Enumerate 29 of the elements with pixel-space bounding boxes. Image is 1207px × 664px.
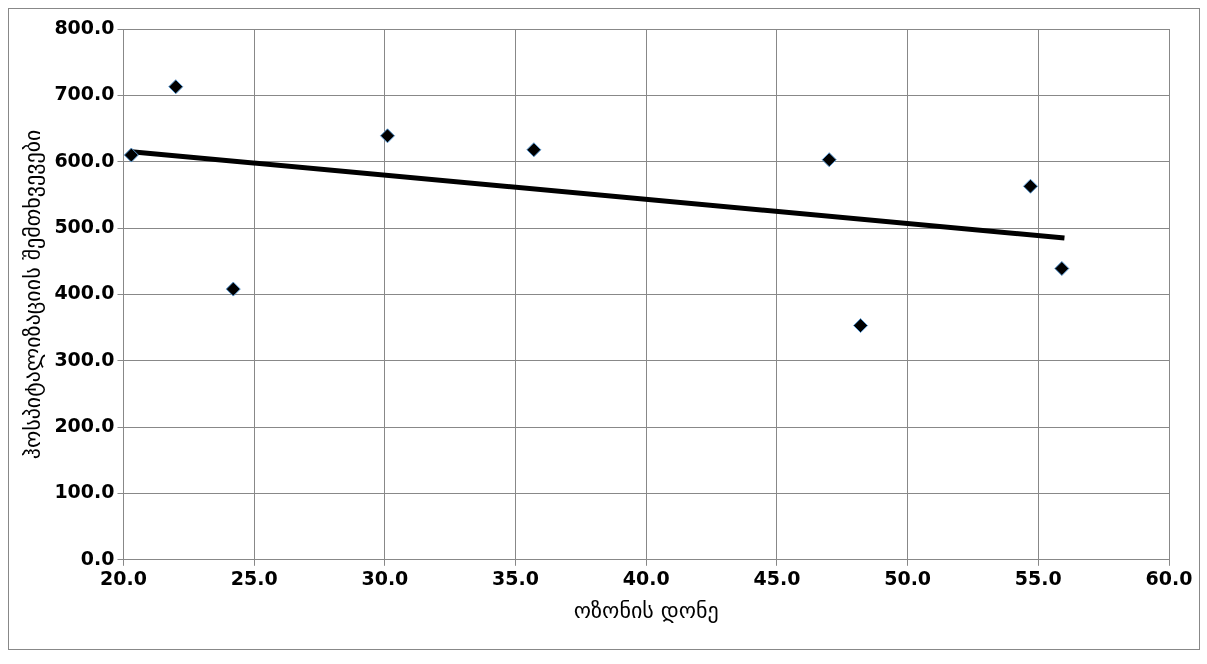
- x-tick-label: 55.0: [1014, 567, 1062, 590]
- point: [853, 318, 869, 334]
- point: [379, 128, 395, 144]
- point: [1054, 261, 1070, 277]
- x-tick-label: 40.0: [622, 567, 670, 590]
- x-axis-title: ოზონის დონე: [573, 597, 719, 623]
- point: [526, 142, 542, 158]
- y-tick-label: 0.0: [80, 546, 115, 569]
- point: [1022, 178, 1038, 194]
- y-tick-label: 300.0: [54, 347, 115, 370]
- x-tick-label: 25.0: [230, 567, 278, 590]
- x-tick-label: 50.0: [884, 567, 932, 590]
- y-axis-title: ჰოსპიტალიზაციის შემთხვევები: [19, 129, 45, 460]
- point: [168, 79, 184, 95]
- y-tick-label: 100.0: [54, 480, 115, 503]
- point: [821, 152, 837, 168]
- y-tick-label: 200.0: [54, 414, 115, 437]
- x-tick-label: 60.0: [1145, 567, 1193, 590]
- x-tick-label: 30.0: [361, 567, 409, 590]
- y-tick-label: 700.0: [54, 82, 115, 105]
- x-tick-label: 35.0: [492, 567, 540, 590]
- x-tick-label: 45.0: [753, 567, 801, 590]
- point: [123, 147, 139, 163]
- y-tick-label: 600.0: [54, 148, 115, 171]
- x-tick-label: 20.0: [100, 567, 147, 590]
- y-tick-label: 400.0: [54, 281, 115, 304]
- y-tick-label: 800.0: [54, 15, 115, 38]
- y-tick-label: 500.0: [54, 214, 115, 237]
- point: [225, 281, 241, 297]
